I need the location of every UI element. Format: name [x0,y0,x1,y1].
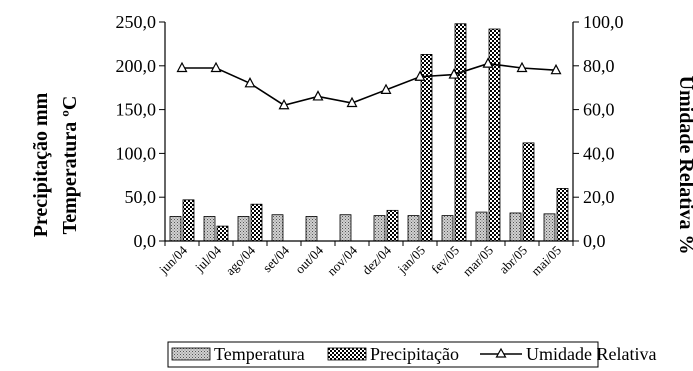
bar-precipitacao [556,188,569,242]
bar-temperatura [271,214,284,242]
tick-label-left: 50,0 [125,187,157,207]
point-umidade [346,96,358,108]
tick-label-right: 20,0 [583,187,615,207]
bar-temperatura [373,215,386,242]
bar-temperatura [237,216,250,242]
point-umidade [448,68,460,79]
ylabel-left-line1: Precipitação mm [30,92,52,237]
bar-temperatura [509,212,522,242]
legend-marker-umidade [495,347,507,358]
legend-label-temperatura: Temperatura [214,344,305,364]
bar-temperatura [441,215,454,242]
ylabel-left-line2: Temperatura ºC [59,96,81,235]
tick-label-right: 0,0 [583,231,606,251]
bar-temperatura [339,214,352,242]
bar-temperatura [475,211,488,242]
tick-label-left: 0,0 [134,231,157,251]
point-umidade [516,61,528,73]
category-label: jul/04 [191,242,224,275]
bar-temperatura [407,215,420,242]
legend-border [167,341,599,368]
tick-label-left: 250,0 [116,12,157,32]
legend-label-umidade: Umidade Relativa [526,344,656,364]
bar-temperatura [203,216,216,242]
bar-precipitacao [488,28,501,242]
category-label: abr/05 [496,243,530,277]
bar-temperatura [543,213,556,242]
legend-swatch-temperatura [171,347,211,361]
tick-label-right: 60,0 [583,100,615,120]
tick-label-right: 80,0 [583,56,615,76]
bar-precipitacao [216,225,229,242]
point-umidade [176,61,188,73]
bar-precipitacao [182,199,195,242]
point-umidade [550,63,562,75]
legend: Temperatura Precipitação Umidade Relativ… [167,341,656,368]
tick-label-left: 100,0 [116,143,157,163]
category-label: mar/05 [459,243,496,280]
point-umidade [210,61,222,73]
category-label: ago/04 [222,242,258,278]
bar-precipitacao [386,209,399,242]
category-label: mai/05 [528,243,564,279]
bar-precipitacao [420,54,433,242]
point-umidade [278,98,290,110]
point-umidade [414,70,426,81]
category-label: dez/04 [359,242,394,277]
tick-label-right: 40,0 [583,143,615,163]
bar-temperatura [305,216,318,242]
legend-label-precipitacao: Precipitação [370,344,459,364]
category-label: jan/05 [394,243,428,277]
line-umidade [182,62,557,107]
category-label: nov/04 [324,242,360,278]
point-umidade [482,57,494,68]
plot-area [169,23,569,242]
tick-label-left: 150,0 [116,100,157,120]
tick-label-left: 200,0 [116,56,157,76]
tick-label-right: 100,0 [583,12,624,32]
bar-temperatura [169,216,182,242]
point-umidade [244,77,256,88]
legend-swatch-precipitacao [327,347,367,361]
category-label: jun/04 [155,242,190,277]
category-label: out/04 [292,242,326,276]
point-umidade [312,90,324,101]
ylabel-right: Umidade Relativa % [675,76,693,255]
bar-precipitacao [250,203,263,242]
bar-precipitacao [522,142,535,242]
category-label: fev/05 [428,243,462,277]
bar-precipitacao [454,23,467,242]
point-umidade [380,83,392,94]
category-label: set/04 [260,242,293,275]
